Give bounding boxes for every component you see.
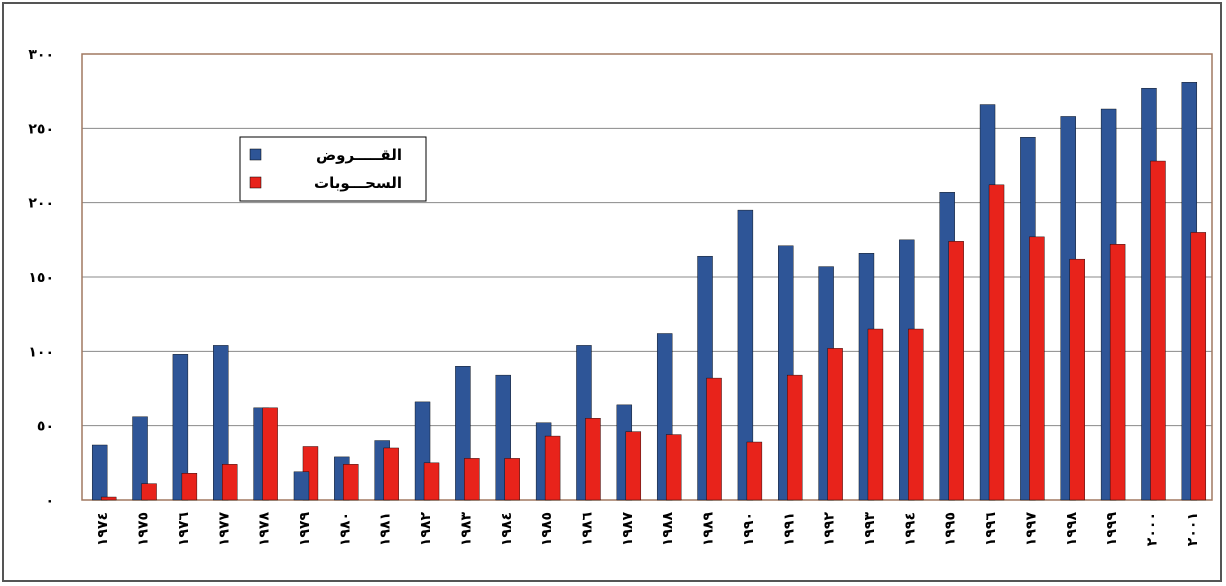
bar-withdrawals xyxy=(1029,236,1045,501)
y-tick-label: ٥٠ xyxy=(37,419,54,435)
x-tick-label: ١٩٨٦ xyxy=(579,512,595,547)
bar-withdrawals xyxy=(908,328,924,501)
plot-area-border xyxy=(81,53,1213,501)
bar-withdrawals xyxy=(948,241,964,501)
x-tick-label: ١٩٧٦ xyxy=(176,512,192,547)
bar-withdrawals xyxy=(383,447,399,501)
x-tick-label: ١٩٨٧ xyxy=(620,512,636,547)
legend: القـــــروض السحـــوبات xyxy=(239,136,427,202)
x-tick-label: ١٩٧٨ xyxy=(257,512,273,547)
bar-withdrawals xyxy=(746,441,763,501)
x-tick-label: ١٩٩٩ xyxy=(1104,512,1120,547)
x-tick-label: ١٩٨٣ xyxy=(458,512,474,547)
y-tick-label: ٣٠٠ xyxy=(28,47,54,63)
x-tick-label: ١٩٩٢ xyxy=(822,512,838,547)
legend-swatch-withdrawals xyxy=(249,176,262,189)
x-tick-label: ١٩٨٨ xyxy=(660,512,676,547)
x-tick-label: ١٩٨٤ xyxy=(499,512,515,546)
legend-swatch-loans xyxy=(249,148,262,161)
x-tick-label: ٢٠٠١ xyxy=(1185,512,1201,546)
x-tick-label: ١٩٧٤ xyxy=(95,512,111,546)
bar-loans xyxy=(91,444,108,501)
x-tick-label: ١٩٧٧ xyxy=(216,512,232,547)
x-tick-label: ١٩٩٣ xyxy=(862,512,878,547)
bar-withdrawals xyxy=(787,374,803,501)
bar-withdrawals xyxy=(1150,160,1166,501)
x-tick-label: ١٩٩١ xyxy=(781,512,797,546)
x-tick-label: ١٩٩٦ xyxy=(983,512,999,547)
y-axis-ticks: ٠ ٥٠ ١٠٠ ١٥٠ ٢٠٠ ٢٥٠ ٣٠٠ xyxy=(28,47,54,509)
bar-loans xyxy=(737,209,754,501)
bar-withdrawals xyxy=(1190,232,1207,501)
bar-withdrawals xyxy=(544,435,561,501)
x-tick-label: ١٩٩٧ xyxy=(1023,512,1039,547)
bar-withdrawals xyxy=(1109,244,1126,501)
x-tick-label: ١٩٧٩ xyxy=(297,512,313,547)
bar-withdrawals xyxy=(262,407,278,501)
bar-withdrawals xyxy=(625,431,642,501)
x-tick-label: ١٩٨١ xyxy=(378,512,394,546)
bar-withdrawals xyxy=(665,434,682,501)
bar-withdrawals xyxy=(100,496,117,501)
bar-withdrawals xyxy=(181,473,198,501)
bar-withdrawals xyxy=(464,458,480,501)
y-tick-label: ١٠٠ xyxy=(28,344,54,360)
bar-loans xyxy=(172,354,189,501)
x-tick-label: ١٩٨٠ xyxy=(337,512,353,546)
bar-withdrawals xyxy=(141,483,157,501)
bar-loans xyxy=(293,471,310,501)
x-tick-label: ١٩٨٩ xyxy=(701,512,717,547)
y-tick-label: ٢٥٠ xyxy=(28,121,54,137)
y-tick-label: ٠ xyxy=(45,493,54,509)
x-tick-label: ١٩٩٥ xyxy=(943,512,959,546)
legend-label-loans: القـــــروض xyxy=(316,146,402,164)
grid-lines xyxy=(81,53,1213,501)
x-tick-label: ١٩٧٥ xyxy=(136,512,152,546)
bar-withdrawals xyxy=(988,184,1005,501)
legend-box xyxy=(239,136,427,202)
bar-withdrawals xyxy=(343,464,359,501)
x-axis-ticks: ١٩٧٤ ١٩٧٥ ١٩٧٦ ١٩٧٧ ١٩٧٨ ١٩٧٩ ١٩٨٠ ١٩٨١ ١٩٨٢ ١٩٨٣… xyxy=(95,512,1201,547)
bar-withdrawals xyxy=(1069,258,1085,501)
y-tick-label: ٢٠٠ xyxy=(28,196,54,212)
bar-loans xyxy=(132,416,148,501)
x-tick-label: ١٩٩٨ xyxy=(1064,512,1080,547)
bar-withdrawals xyxy=(585,418,601,501)
x-tick-label: ١٩٩٤ xyxy=(902,512,918,546)
x-tick-label: ١٩٩٠ xyxy=(741,512,757,546)
y-tick-label: ١٥٠ xyxy=(28,270,54,286)
x-tick-label: ١٩٨٢ xyxy=(418,512,434,547)
bar-withdrawals xyxy=(222,464,238,501)
x-tick-label: ٢٠٠٠ xyxy=(1144,512,1160,546)
bars xyxy=(91,82,1207,501)
bar-withdrawals xyxy=(504,458,520,501)
legend-label-withdrawals: السحـــوبات xyxy=(314,174,402,192)
bar-withdrawals xyxy=(423,462,440,501)
bar-withdrawals xyxy=(867,328,884,501)
bar-loans xyxy=(213,345,229,501)
bar-withdrawals xyxy=(706,377,722,501)
x-tick-label: ١٩٨٥ xyxy=(539,512,555,546)
bar-withdrawals xyxy=(827,348,843,501)
